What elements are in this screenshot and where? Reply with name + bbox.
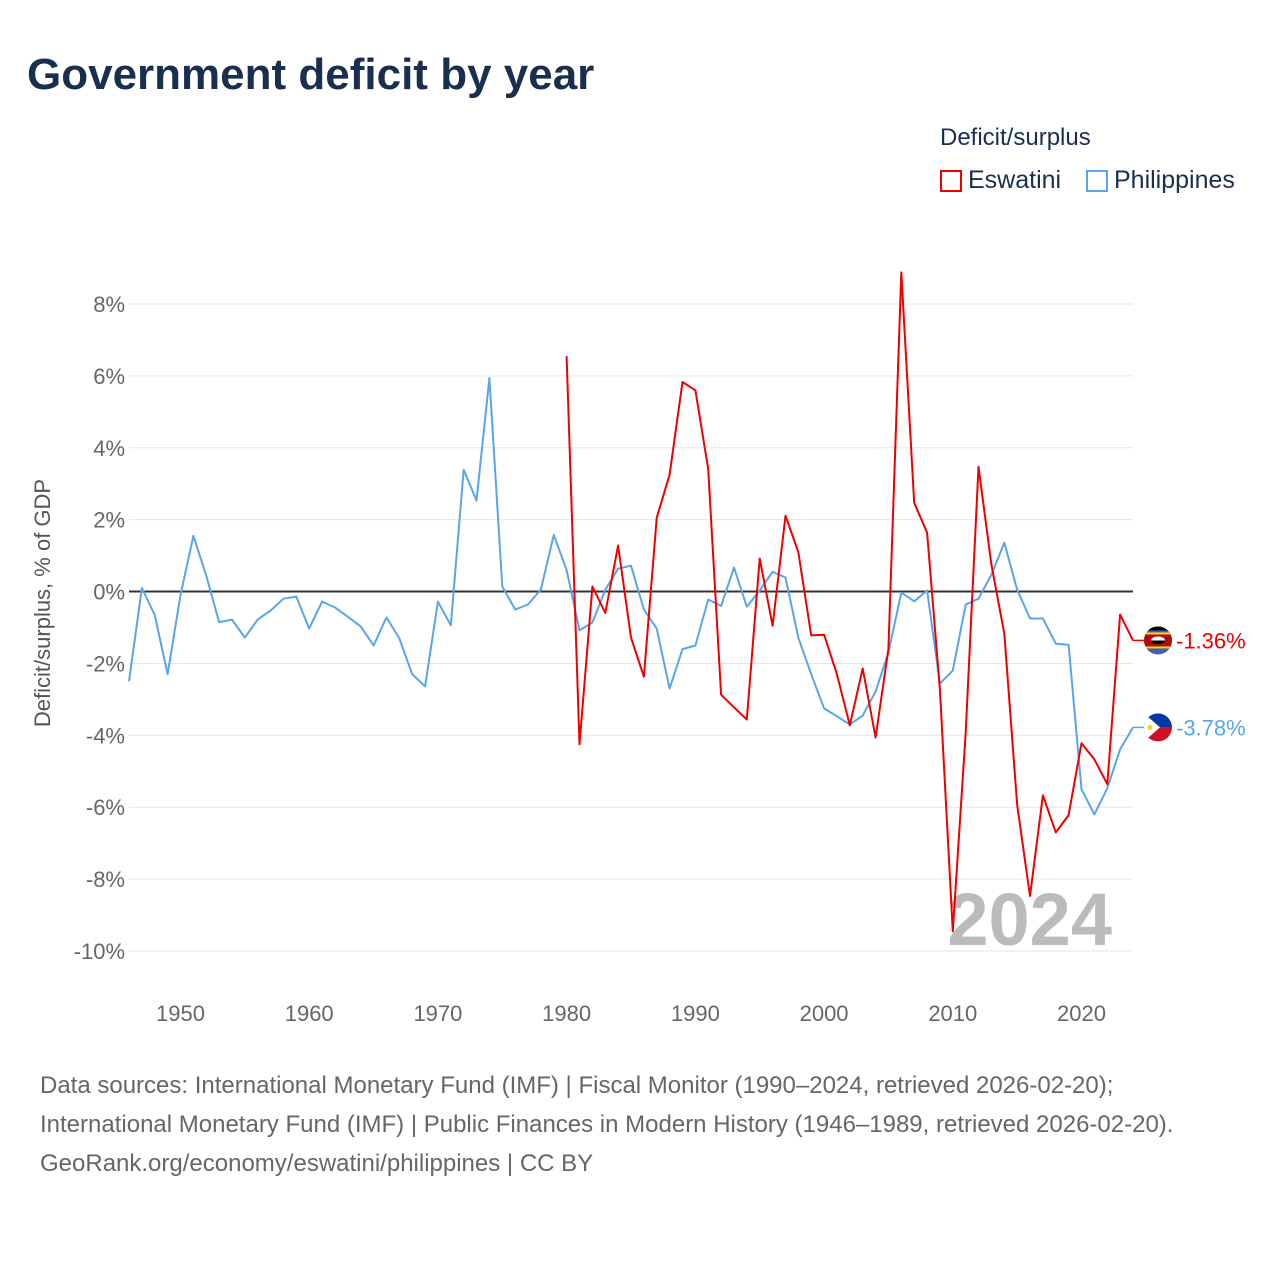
x-tick-label: 2000 [800, 1001, 849, 1026]
y-tick-label: -2% [86, 651, 125, 676]
y-tick-label: 8% [93, 292, 125, 317]
x-tick-label: 1970 [413, 1001, 462, 1026]
y-tick-label: -6% [86, 795, 125, 820]
legend-item-philippines[interactable]: Philippines [1086, 166, 1235, 195]
y-tick-label: -4% [86, 723, 125, 748]
legend-item-eswatini[interactable]: Eswatini [940, 166, 1061, 195]
series-line-eswatini [565, 271, 1134, 933]
x-tick-label: 1980 [542, 1001, 591, 1026]
x-tick-label: 2020 [1057, 1001, 1106, 1026]
end-value-label-philippines: -3.78% [1176, 715, 1246, 740]
data-sources-text: Data sources: International Monetary Fun… [40, 1072, 1174, 1138]
y-tick-label: 2% [93, 508, 125, 533]
y-axis-label: Deficit/surplus, % of GDP [30, 479, 55, 727]
flag-philippines-icon [1144, 713, 1172, 742]
y-tick-label: -8% [86, 867, 125, 892]
end-value-label-eswatini: -1.36% [1176, 628, 1246, 653]
y-tick-label: -10% [74, 939, 125, 964]
legend-label: Philippines [1114, 166, 1235, 194]
flag-eswatini-icon [1144, 626, 1172, 655]
legend-title: Deficit/surplus [940, 124, 1091, 151]
legend-label: Eswatini [968, 166, 1062, 194]
x-tick-label: 1960 [285, 1001, 334, 1026]
x-tick-label: 1950 [156, 1001, 205, 1026]
series-line-philippines [128, 377, 1134, 816]
y-tick-label: 0% [93, 580, 125, 605]
x-tick-label: 2010 [928, 1001, 977, 1026]
sources: Data sources: International Monetary Fun… [40, 1066, 1240, 1183]
legend-swatch-eswatini [940, 169, 962, 192]
legend-swatch-philippines [1086, 169, 1108, 192]
x-tick-label: 1990 [671, 1001, 720, 1026]
source-link[interactable]: GeoRank.org/economy/eswatini/philippines… [40, 1150, 594, 1177]
y-tick-label: 6% [93, 364, 125, 389]
y-tick-label: 4% [93, 436, 125, 461]
chart-title: Government deficit by year [27, 50, 595, 99]
